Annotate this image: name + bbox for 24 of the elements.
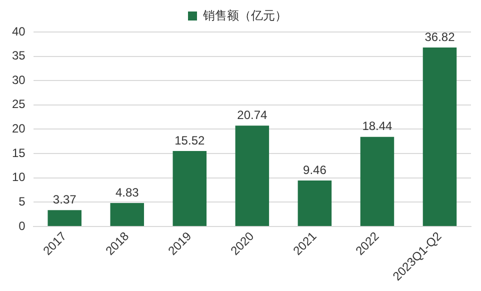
y-tick-label: 25 bbox=[12, 97, 26, 112]
bar bbox=[235, 126, 270, 226]
legend-label: 销售额（亿元） bbox=[202, 8, 287, 22]
bar bbox=[360, 136, 394, 226]
y-tick-label: 15 bbox=[12, 146, 26, 160]
bar bbox=[172, 151, 207, 226]
bar bbox=[422, 47, 457, 226]
bar bbox=[110, 202, 144, 226]
y-tick-label: 20 bbox=[12, 122, 26, 136]
data-label: 3.37 bbox=[52, 192, 77, 206]
bar bbox=[298, 180, 332, 226]
y-tick-label: 40 bbox=[12, 24, 26, 38]
data-label: 15.52 bbox=[174, 133, 205, 148]
data-label: 20.74 bbox=[237, 108, 268, 122]
data-label: 36.82 bbox=[424, 30, 456, 44]
y-tick-label: 0 bbox=[18, 218, 26, 233]
data-label: 9.46 bbox=[303, 162, 327, 177]
y-tick-label: 10 bbox=[12, 170, 26, 184]
data-label: 4.83 bbox=[115, 185, 140, 200]
bar bbox=[48, 210, 82, 226]
y-tick-label: 35 bbox=[12, 48, 26, 63]
y-tick-label: 30 bbox=[12, 72, 26, 87]
y-tick-label: 5 bbox=[18, 194, 26, 208]
data-label: 18.44 bbox=[362, 119, 393, 134]
